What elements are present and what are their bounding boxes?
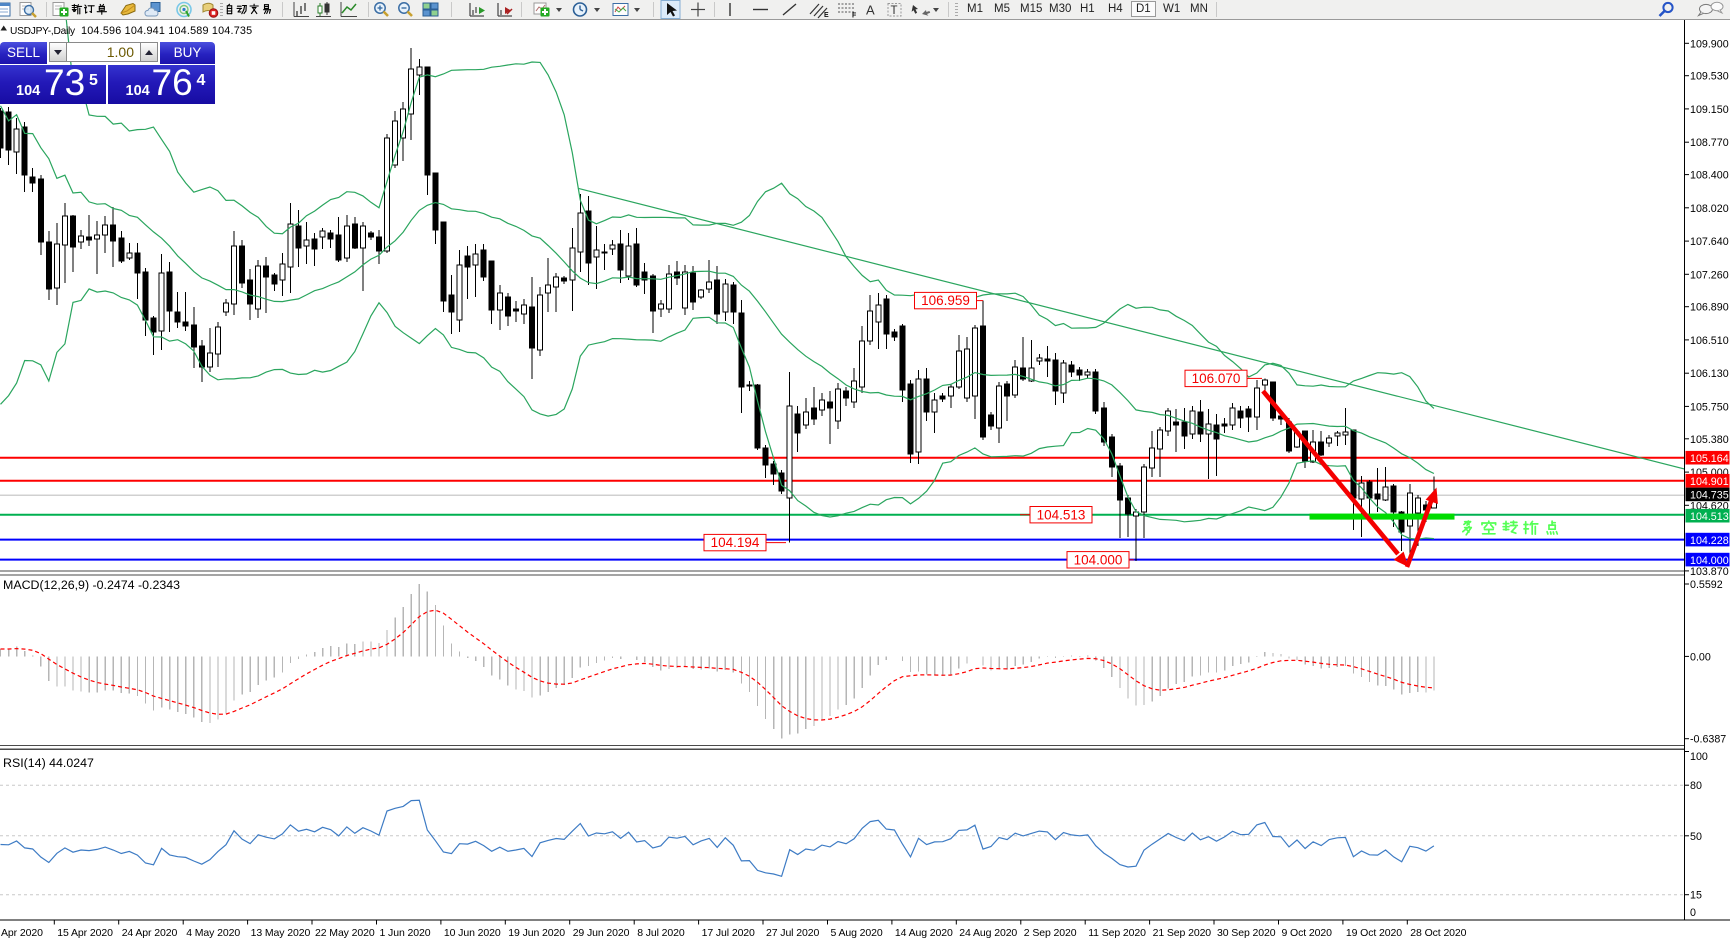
- svg-text:2 Sep 2020: 2 Sep 2020: [1024, 927, 1077, 939]
- svg-text:5 Aug 2020: 5 Aug 2020: [831, 927, 883, 939]
- svg-text:14 Aug 2020: 14 Aug 2020: [895, 927, 953, 939]
- svg-text:19 Jun 2020: 19 Jun 2020: [508, 927, 565, 939]
- svg-text:E: E: [824, 12, 829, 19]
- svg-text:21 Sep 2020: 21 Sep 2020: [1153, 927, 1212, 939]
- svg-text:104.000: 104.000: [1690, 555, 1729, 567]
- svg-text:10 Jun 2020: 10 Jun 2020: [444, 927, 501, 939]
- svg-text:-0.6387: -0.6387: [1690, 734, 1726, 746]
- svg-text:104.000: 104.000: [1074, 552, 1123, 567]
- svg-text:22 May 2020: 22 May 2020: [315, 927, 375, 939]
- svg-text:103.870: 103.870: [1690, 566, 1729, 578]
- svg-text:106.510: 106.510: [1690, 335, 1729, 347]
- svg-text:50: 50: [1690, 831, 1702, 843]
- svg-text:104.513: 104.513: [1037, 507, 1086, 522]
- svg-text:RSI(14) 44.0247: RSI(14) 44.0247: [3, 756, 94, 770]
- svg-text:MACD(12,26,9) -0.2474 -0.2343: MACD(12,26,9) -0.2474 -0.2343: [3, 578, 180, 592]
- svg-text:109.530: 109.530: [1690, 71, 1729, 83]
- svg-text:104.735: 104.735: [1690, 490, 1729, 502]
- svg-text:106.130: 106.130: [1690, 368, 1729, 380]
- svg-text:106.959: 106.959: [921, 293, 970, 308]
- svg-text:27 Jul 2020: 27 Jul 2020: [766, 927, 819, 939]
- svg-text:104.194: 104.194: [711, 535, 760, 550]
- svg-text:105.750: 105.750: [1690, 401, 1729, 413]
- svg-text:105.164: 105.164: [1690, 453, 1729, 465]
- svg-text:28 Oct 2020: 28 Oct 2020: [1410, 927, 1466, 939]
- svg-text:T: T: [891, 5, 898, 17]
- svg-text:104.901: 104.901: [1690, 476, 1729, 488]
- svg-text:8 Jul 2020: 8 Jul 2020: [637, 927, 685, 939]
- svg-text:24 Apr 2020: 24 Apr 2020: [122, 927, 178, 939]
- svg-text:A: A: [866, 3, 875, 18]
- svg-text:15: 15: [1690, 890, 1702, 902]
- svg-text:109.900: 109.900: [1690, 38, 1729, 50]
- svg-text:17 Jul 2020: 17 Jul 2020: [702, 927, 755, 939]
- svg-text:USDJPY-,Daily: USDJPY-,Daily: [10, 26, 76, 37]
- svg-text:1 Jun 2020: 1 Jun 2020: [380, 927, 431, 939]
- svg-text:108.770: 108.770: [1690, 137, 1729, 149]
- svg-text:80: 80: [1690, 780, 1702, 792]
- svg-text:29 Jun 2020: 29 Jun 2020: [573, 927, 630, 939]
- svg-text:19 Oct 2020: 19 Oct 2020: [1346, 927, 1402, 939]
- svg-text:107.260: 107.260: [1690, 269, 1729, 281]
- svg-text:106.890: 106.890: [1690, 302, 1729, 314]
- svg-text:Apr 2020: Apr 2020: [1, 927, 43, 939]
- svg-text:4 May 2020: 4 May 2020: [186, 927, 240, 939]
- svg-text:0.00: 0.00: [1690, 651, 1711, 663]
- svg-text:F: F: [852, 13, 857, 20]
- svg-text:108.400: 108.400: [1690, 170, 1729, 182]
- svg-text:9 Oct 2020: 9 Oct 2020: [1282, 927, 1333, 939]
- svg-text:100: 100: [1690, 751, 1708, 763]
- svg-text:11 Sep 2020: 11 Sep 2020: [1088, 927, 1146, 939]
- svg-text:104.513: 104.513: [1690, 511, 1729, 523]
- svg-text:15 Apr 2020: 15 Apr 2020: [57, 927, 113, 939]
- svg-text:106.070: 106.070: [1192, 371, 1241, 386]
- svg-text:13 May 2020: 13 May 2020: [251, 927, 311, 939]
- svg-text:30 Sep 2020: 30 Sep 2020: [1217, 927, 1276, 939]
- svg-text:108.020: 108.020: [1690, 203, 1729, 215]
- svg-text:107.640: 107.640: [1690, 236, 1729, 248]
- svg-text:104.228: 104.228: [1690, 535, 1729, 547]
- svg-text:104.596 104.941 104.589 104.73: 104.596 104.941 104.589 104.735: [81, 25, 252, 37]
- svg-text:105.380: 105.380: [1690, 434, 1729, 446]
- svg-text:24 Aug 2020: 24 Aug 2020: [959, 927, 1017, 939]
- svg-text:109.150: 109.150: [1690, 104, 1729, 116]
- svg-text:0.5592: 0.5592: [1690, 579, 1723, 591]
- svg-text:0: 0: [1690, 907, 1696, 919]
